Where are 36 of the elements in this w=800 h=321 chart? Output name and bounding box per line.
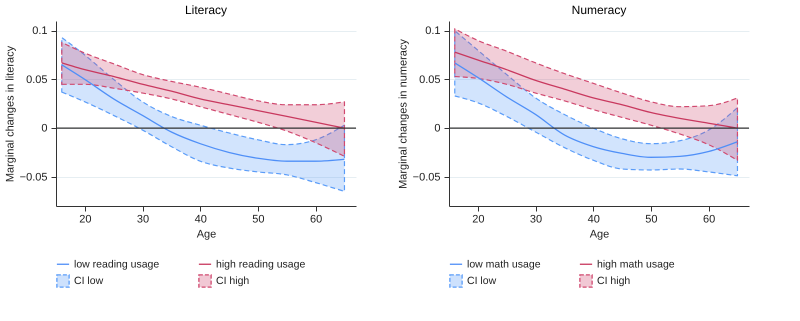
legend-label: high math usage [597,258,675,270]
x-axis-title: Age [590,228,610,240]
chart-title: Literacy [184,3,228,17]
legend-label: CI low [467,275,497,287]
x-tick-label: 20 [79,214,92,226]
x-tick-label: 40 [194,214,207,226]
line-series [61,62,346,129]
legend-label: CI low [74,275,104,287]
y-axis-title: Marginal changes in literacy [4,45,17,182]
x-tick-label: 60 [310,214,322,226]
legend-label: low math usage [467,258,541,270]
legend-label: CI high [597,275,630,287]
y-tick-label: −0.05 [412,171,440,184]
line-series [61,64,346,162]
x-tick-label: 50 [252,214,265,226]
x-axis-title: Age [196,228,216,240]
x-tick-label: 30 [530,214,542,226]
legend-label: low reading usage [74,258,160,270]
y-tick-label: 0.1 [425,25,440,38]
line-series [454,52,738,129]
legend-label: CI high [216,275,250,287]
y-tick-label: 0.05 [419,74,440,86]
y-axis-title: Marginal changes in numeracy [398,38,410,189]
x-tick-label: 60 [702,214,716,226]
y-tick-label: 0.05 [26,74,48,86]
x-tick-label: 40 [588,214,600,226]
y-tick-label: 0.1 [32,25,48,38]
y-tick-label: −0.05 [20,171,48,184]
y-tick-label: 0 [434,122,440,135]
y-tick-label: 0 [41,122,48,135]
line-series [454,62,738,158]
x-tick-label: 50 [645,214,658,226]
x-tick-label: 30 [136,214,150,226]
chart-title: Numeracy [572,3,626,17]
x-tick-label: 20 [472,214,484,226]
legend-label: high reading usage [216,258,306,270]
